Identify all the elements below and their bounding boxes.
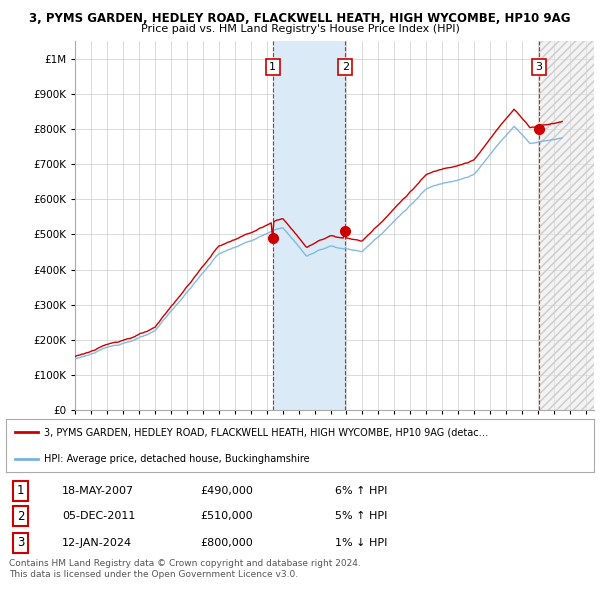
Text: 6% ↑ HPI: 6% ↑ HPI (335, 486, 388, 496)
Text: £510,000: £510,000 (200, 512, 253, 522)
Text: 2: 2 (341, 62, 349, 72)
Text: This data is licensed under the Open Government Licence v3.0.: This data is licensed under the Open Gov… (9, 570, 298, 579)
Bar (539, 41, 594, 410)
Text: £490,000: £490,000 (200, 486, 253, 496)
Text: Contains HM Land Registry data © Crown copyright and database right 2024.: Contains HM Land Registry data © Crown c… (9, 559, 361, 568)
Text: HPI: Average price, detached house, Buckinghamshire: HPI: Average price, detached house, Buck… (44, 454, 310, 464)
Text: 1: 1 (269, 62, 276, 72)
Text: £800,000: £800,000 (200, 537, 253, 548)
Text: 12-JAN-2024: 12-JAN-2024 (62, 537, 132, 548)
Bar (539, 41, 594, 410)
Text: 05-DEC-2011: 05-DEC-2011 (62, 512, 135, 522)
Bar (272, 41, 345, 410)
Text: 5% ↑ HPI: 5% ↑ HPI (335, 512, 388, 522)
Text: 3: 3 (535, 62, 542, 72)
Text: 2: 2 (17, 510, 25, 523)
Text: 1% ↓ HPI: 1% ↓ HPI (335, 537, 388, 548)
Text: 3, PYMS GARDEN, HEDLEY ROAD, FLACKWELL HEATH, HIGH WYCOMBE, HP10 9AG (detac…: 3, PYMS GARDEN, HEDLEY ROAD, FLACKWELL H… (44, 427, 488, 437)
Text: 3: 3 (17, 536, 25, 549)
Text: 18-MAY-2007: 18-MAY-2007 (62, 486, 134, 496)
Text: 3, PYMS GARDEN, HEDLEY ROAD, FLACKWELL HEATH, HIGH WYCOMBE, HP10 9AG: 3, PYMS GARDEN, HEDLEY ROAD, FLACKWELL H… (29, 12, 571, 25)
Text: 1: 1 (17, 484, 25, 497)
Text: Price paid vs. HM Land Registry's House Price Index (HPI): Price paid vs. HM Land Registry's House … (140, 24, 460, 34)
